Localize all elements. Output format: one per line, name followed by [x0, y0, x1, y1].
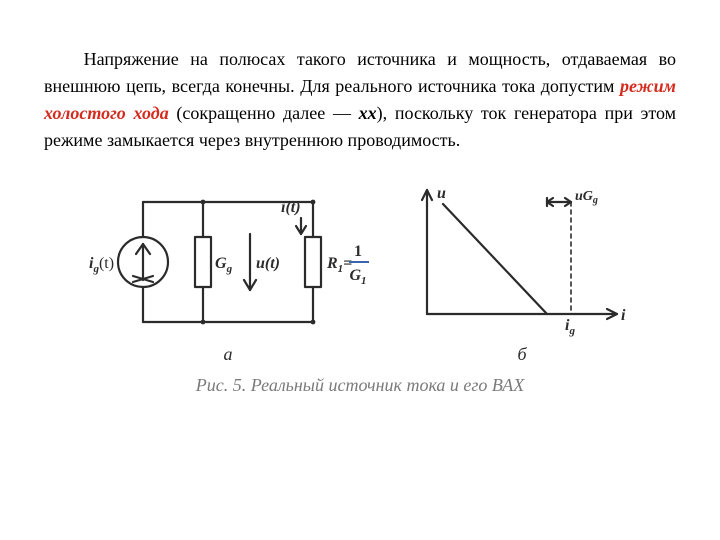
para-xx: xx — [359, 103, 377, 123]
svg-text:ig: ig — [565, 317, 575, 337]
svg-text:G1: G1 — [349, 267, 366, 287]
svg-text:i: i — [621, 307, 626, 324]
svg-text:uGg: uGg — [575, 189, 598, 206]
svg-text:1: 1 — [354, 243, 362, 260]
svg-text:u: u — [437, 185, 446, 202]
svg-text:u(t): u(t) — [256, 255, 280, 272]
subfigure-b: u i ig uGg б — [407, 182, 637, 365]
body-paragraph: Напряжение на полюсах такого источника и… — [44, 46, 676, 154]
circuit-diagram: ig(t) Gg u(t) i(t) R1= 1 G1 — [83, 182, 373, 342]
para-t0: Напряжение на полюсах такого источника и… — [44, 49, 676, 96]
vac-graph: u i ig uGg — [407, 182, 637, 342]
figure-caption: Рис. 5. Реальный источник тока и его ВАХ — [44, 375, 676, 396]
svg-text:i(t): i(t) — [281, 199, 301, 216]
subfigure-a: ig(t) Gg u(t) i(t) R1= 1 G1 а — [83, 182, 373, 365]
svg-text:R1=: R1= — [326, 255, 352, 275]
subfigure-b-label: б — [517, 344, 526, 365]
svg-text:Gg: Gg — [215, 255, 233, 275]
para-t1: (сокращенно далее — — [169, 103, 359, 123]
svg-text:ig(t): ig(t) — [89, 255, 114, 275]
subfigure-a-label: а — [224, 344, 233, 365]
figure-row: ig(t) Gg u(t) i(t) R1= 1 G1 а — [44, 182, 676, 365]
